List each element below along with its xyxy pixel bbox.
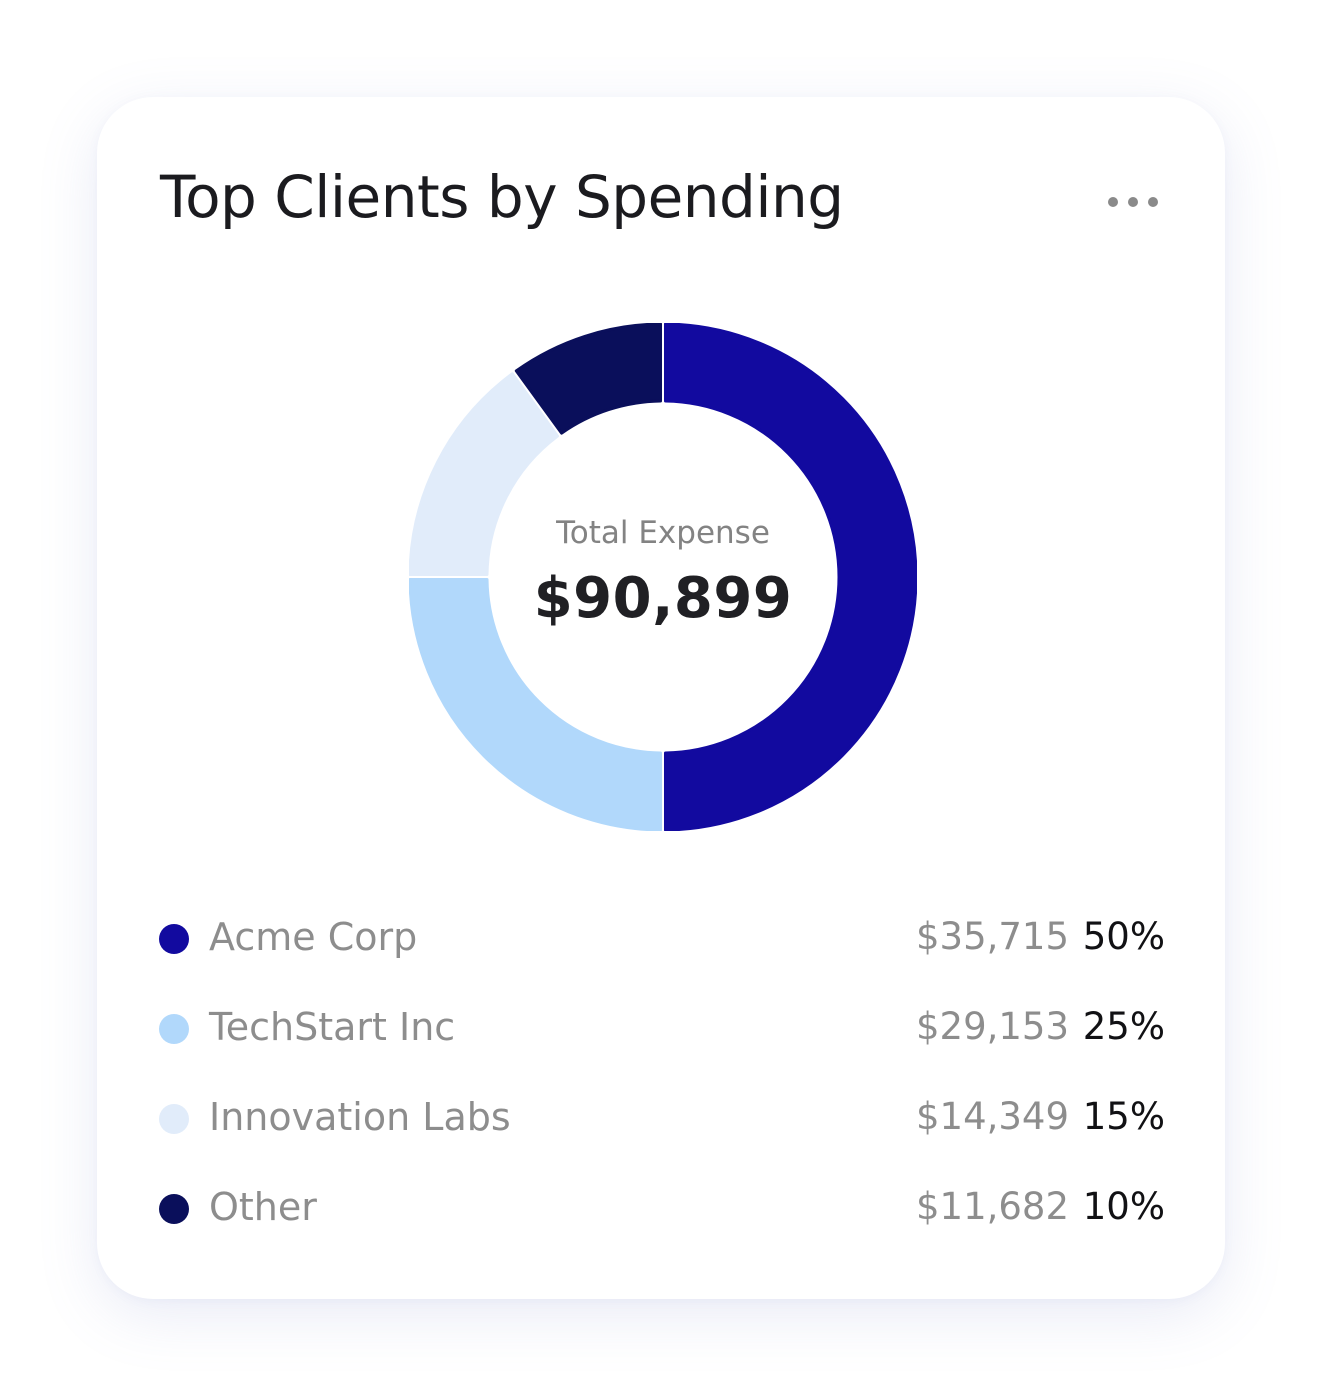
total-expense-value: $90,899 bbox=[533, 566, 793, 631]
total-expense-label: Total Expense bbox=[556, 515, 770, 551]
legend-percent: 50% bbox=[1082, 915, 1165, 958]
legend-label: Acme Corp bbox=[209, 915, 418, 959]
legend-amount: $29,153 bbox=[915, 1005, 1069, 1048]
legend-swatch-innovation-labs bbox=[159, 1104, 189, 1134]
legend-amount: $35,715 bbox=[915, 915, 1069, 958]
legend-swatch-other bbox=[159, 1194, 189, 1224]
legend-label: Other bbox=[209, 1185, 317, 1229]
legend-label: TechStart Inc bbox=[209, 1005, 456, 1049]
donut-chart-svg bbox=[409, 323, 917, 831]
legend-percent: 25% bbox=[1082, 1005, 1165, 1048]
legend-amount: $11,682 bbox=[915, 1185, 1069, 1228]
more-horizontal-icon bbox=[1108, 197, 1158, 207]
more-options-button[interactable] bbox=[1101, 181, 1165, 223]
legend-item-techstart-inc: TechStart Inc $29,153 25% bbox=[159, 983, 1165, 1073]
legend-item-innovation-labs: Innovation Labs $14,349 15% bbox=[159, 1073, 1165, 1163]
legend-item-acme-corp: Acme Corp $35,715 50% bbox=[159, 893, 1165, 983]
donut-slice-techstart-inc[interactable] bbox=[409, 578, 662, 831]
legend-label: Innovation Labs bbox=[209, 1095, 511, 1139]
legend-percent: 15% bbox=[1082, 1095, 1165, 1138]
donut-chart: Total Expense $90,899 bbox=[409, 323, 917, 831]
legend-amount: $14,349 bbox=[915, 1095, 1069, 1138]
legend-swatch-techstart-inc bbox=[159, 1014, 189, 1044]
legend: Acme Corp $35,715 50% TechStart Inc $29,1… bbox=[159, 893, 1165, 1253]
legend-item-other: Other $11,682 10% bbox=[159, 1163, 1165, 1253]
top-clients-card: Top Clients by Spending Total Expense $9… bbox=[97, 97, 1225, 1299]
donut-slice-innovation-labs[interactable] bbox=[409, 372, 560, 576]
legend-swatch-acme-corp bbox=[159, 924, 189, 954]
legend-percent: 10% bbox=[1082, 1185, 1165, 1228]
donut-slice-acme-corp[interactable] bbox=[664, 323, 917, 831]
donut-slice-other[interactable] bbox=[514, 323, 662, 435]
card-title: Top Clients by Spending bbox=[160, 163, 844, 231]
